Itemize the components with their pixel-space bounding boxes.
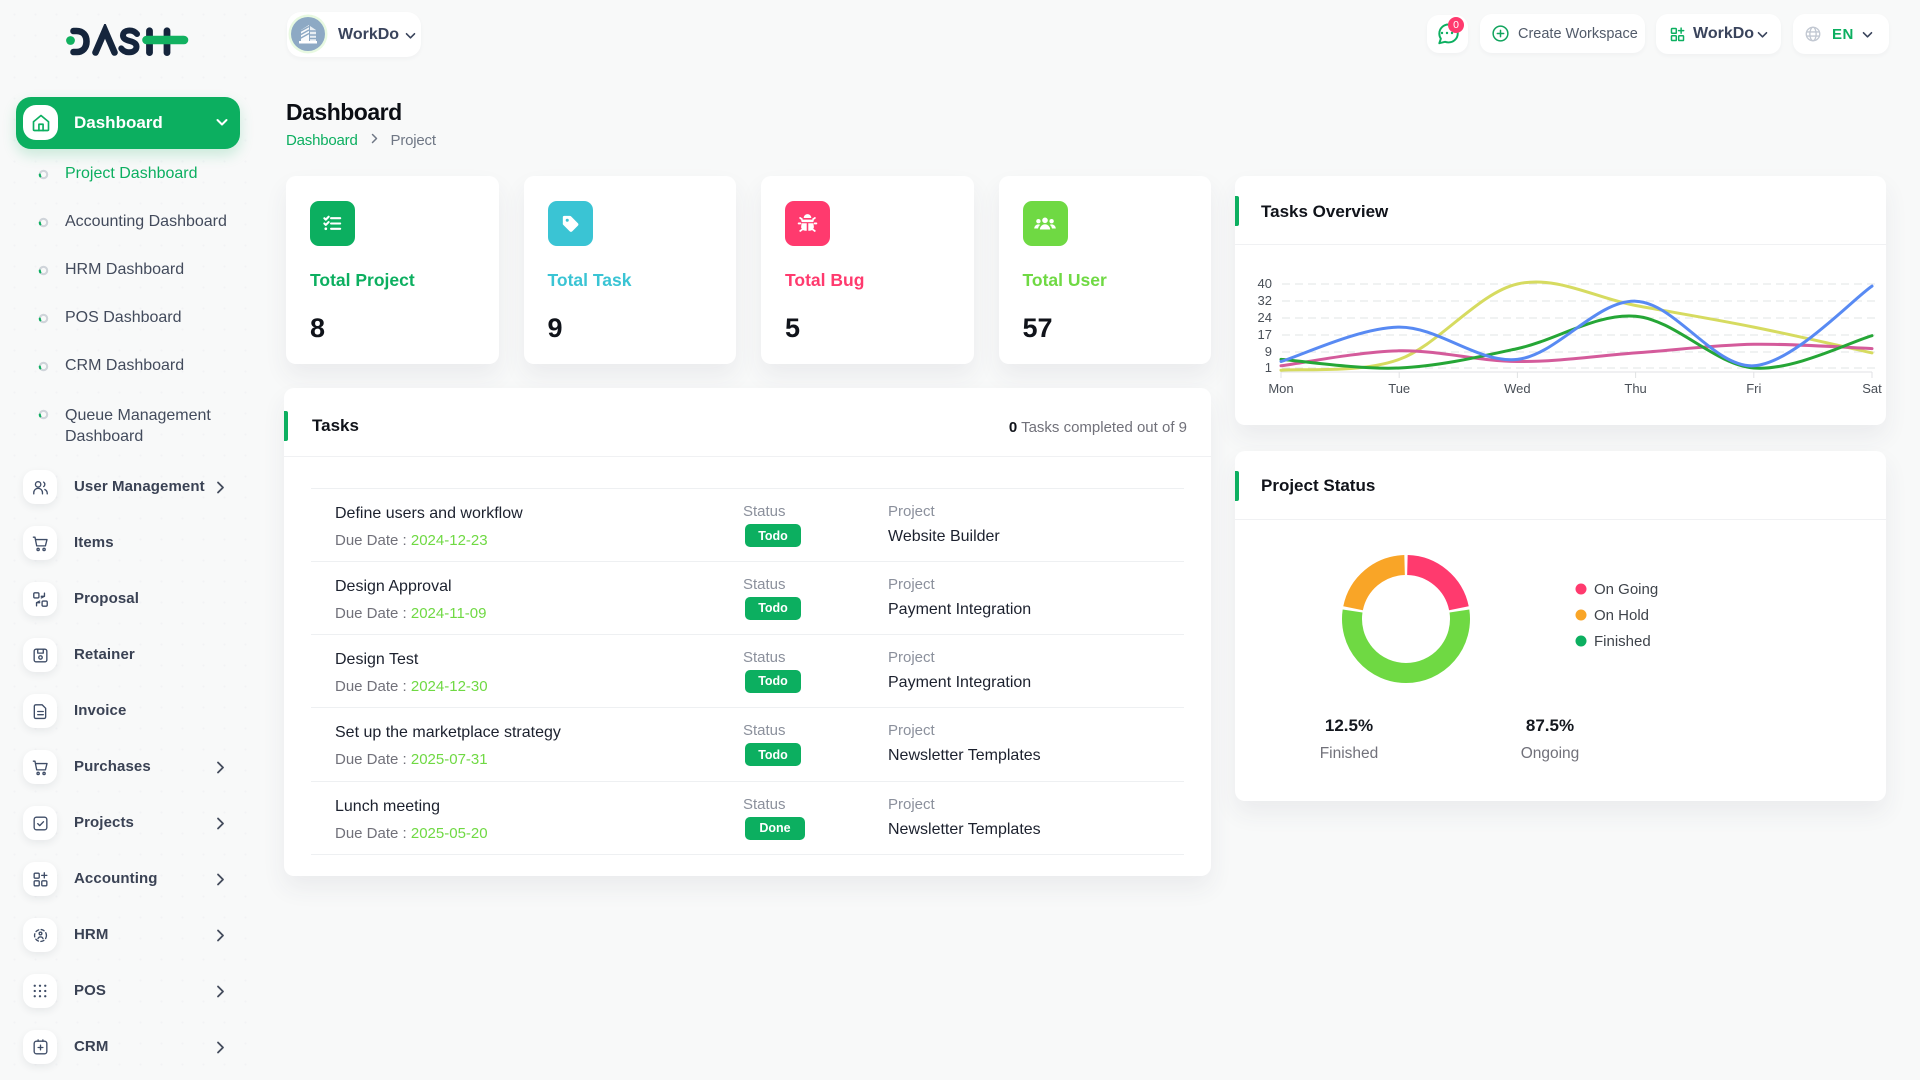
svg-text:On Hold: On Hold <box>1594 607 1649 624</box>
svg-text:17: 17 <box>1258 327 1272 342</box>
svg-text:Thu: Thu <box>1624 381 1646 396</box>
svg-text:Mon: Mon <box>1268 381 1293 396</box>
svg-text:Ongoing: Ongoing <box>1521 745 1580 762</box>
svg-text:Wed: Wed <box>1504 381 1531 396</box>
svg-text:87.5%: 87.5% <box>1526 716 1574 735</box>
svg-text:32: 32 <box>1258 293 1272 308</box>
svg-text:40: 40 <box>1258 276 1272 291</box>
svg-text:Finished: Finished <box>1594 633 1651 650</box>
svg-text:Finished: Finished <box>1320 745 1379 762</box>
svg-text:Fri: Fri <box>1746 381 1761 396</box>
svg-text:1: 1 <box>1265 360 1272 375</box>
svg-text:On Going: On Going <box>1594 581 1658 598</box>
svg-text:24: 24 <box>1258 310 1272 325</box>
svg-text:12.5%: 12.5% <box>1325 716 1373 735</box>
svg-text:9: 9 <box>1265 344 1272 359</box>
svg-text:Tue: Tue <box>1388 381 1410 396</box>
svg-text:Sat: Sat <box>1862 381 1882 396</box>
